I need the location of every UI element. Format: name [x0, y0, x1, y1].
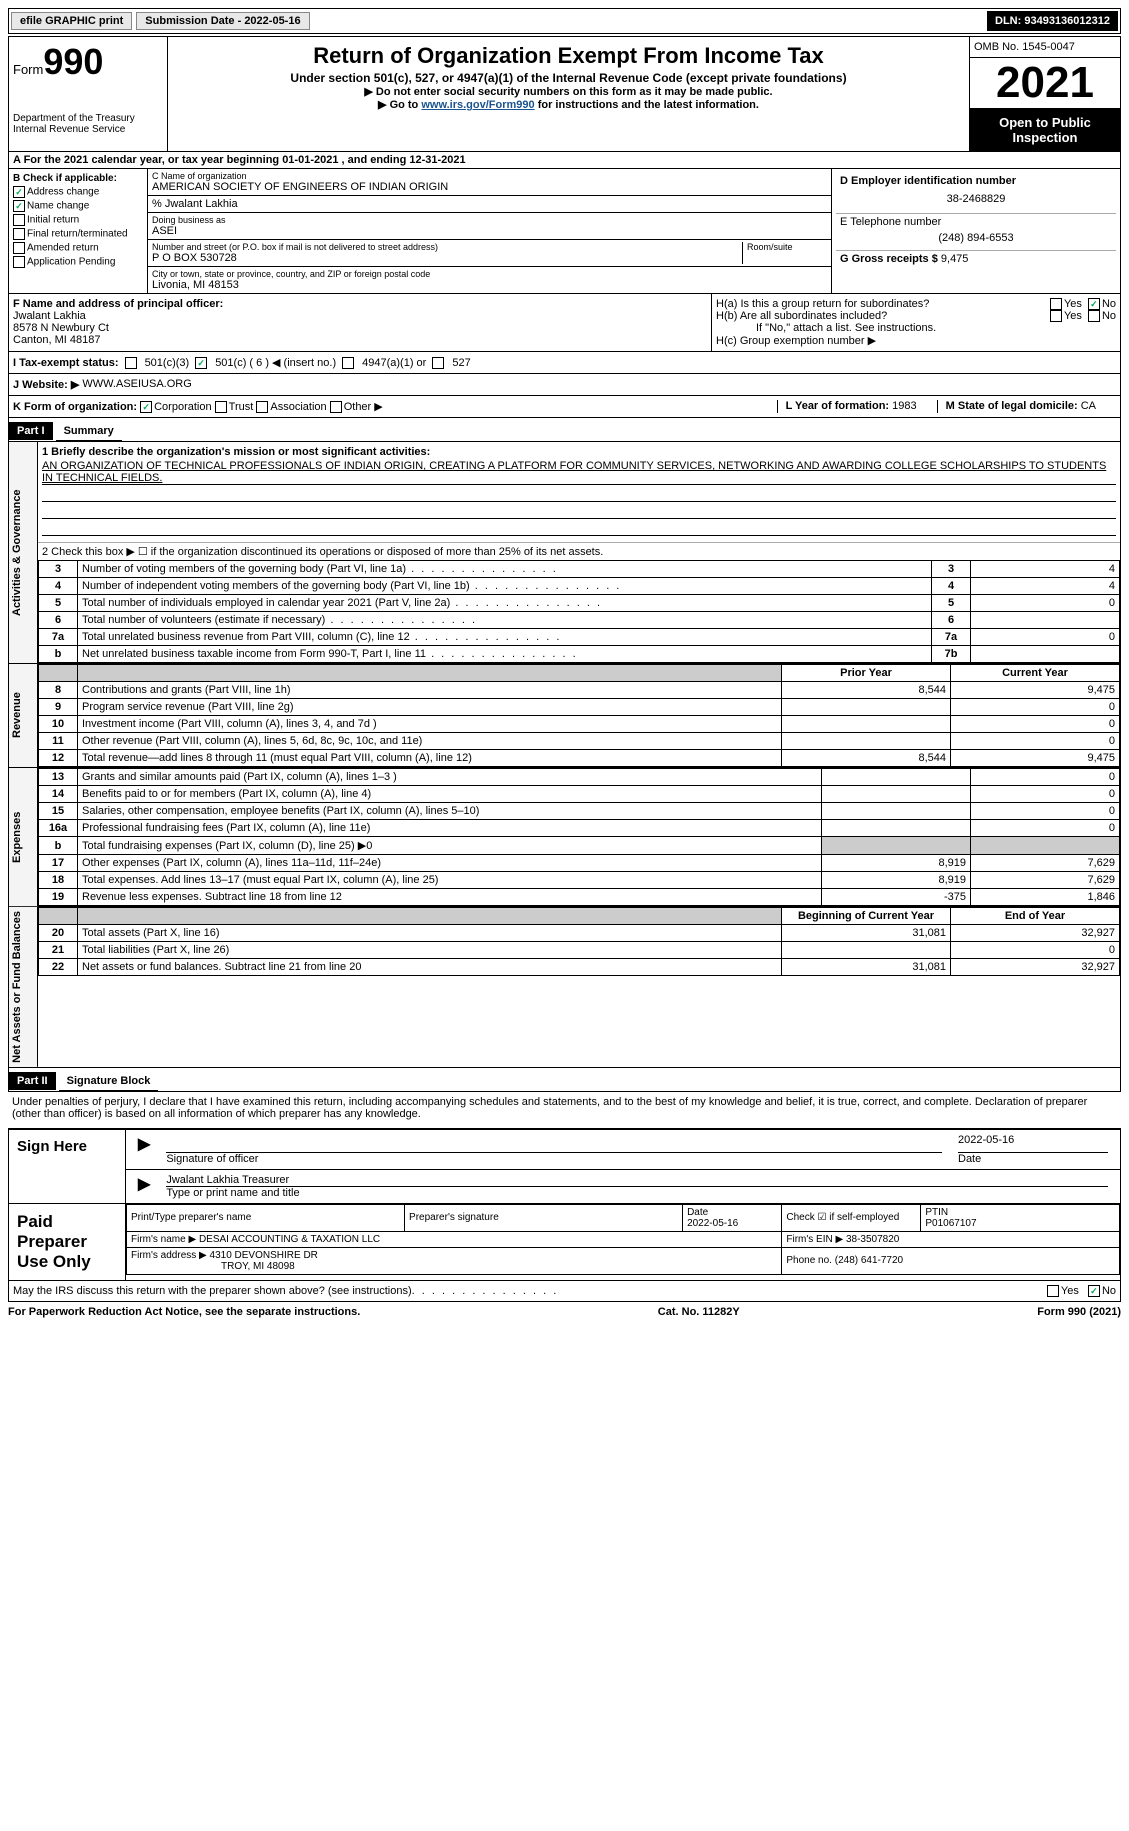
- tax-status-row: I Tax-exempt status: 501(c)(3) 501(c) ( …: [9, 351, 1120, 373]
- amended-checkbox[interactable]: [13, 242, 25, 254]
- arrow-icon: ▶: [130, 1132, 158, 1167]
- omb-number: OMB No. 1545-0047: [970, 37, 1120, 58]
- vert-revenue: Revenue: [9, 664, 38, 767]
- initial-return-checkbox[interactable]: [13, 214, 25, 226]
- ein: 38-2468829: [840, 187, 1112, 211]
- part2-header: Part II: [9, 1072, 56, 1090]
- efile-print-button[interactable]: efile GRAPHIC print: [11, 12, 132, 30]
- section-c: C Name of organizationAMERICAN SOCIETY O…: [148, 169, 832, 293]
- final-return-checkbox[interactable]: [13, 228, 25, 240]
- part2-title: Signature Block: [59, 1072, 159, 1091]
- firm-name: DESAI ACCOUNTING & TAXATION LLC: [199, 1234, 380, 1245]
- netassets-table: Beginning of Current YearEnd of Year20To…: [38, 907, 1120, 976]
- firm-ein: 38-3507820: [846, 1234, 899, 1245]
- revenue-table: Prior YearCurrent Year8Contributions and…: [38, 664, 1120, 767]
- preparer-table: Print/Type preparer's name Preparer's si…: [126, 1204, 1120, 1275]
- governance-table: 3Number of voting members of the governi…: [38, 560, 1120, 663]
- state-domicile: CA: [1081, 400, 1096, 412]
- trust-checkbox[interactable]: [215, 401, 227, 413]
- arrow-icon: ▶: [130, 1172, 158, 1201]
- org-name: AMERICAN SOCIETY OF ENGINEERS OF INDIAN …: [152, 181, 827, 193]
- addr-change-checkbox[interactable]: [13, 186, 25, 198]
- other-checkbox[interactable]: [330, 401, 342, 413]
- top-bar: efile GRAPHIC print Submission Date - 20…: [8, 8, 1121, 34]
- 527-checkbox[interactable]: [432, 357, 444, 369]
- phone: (248) 894-6553: [840, 228, 1112, 248]
- 501c6-checkbox[interactable]: [195, 357, 207, 369]
- may-no[interactable]: [1088, 1285, 1100, 1297]
- assoc-checkbox[interactable]: [256, 401, 268, 413]
- irs-label: Internal Revenue Service: [13, 124, 163, 135]
- street: P O BOX 530728: [152, 252, 742, 264]
- care-of: % Jwalant Lakhia: [148, 196, 831, 213]
- vert-netassets: Net Assets or Fund Balances: [9, 907, 38, 1067]
- dba: ASEI: [152, 225, 827, 237]
- vert-expenses: Expenses: [9, 768, 38, 906]
- corp-checkbox[interactable]: [140, 401, 152, 413]
- city: Livonia, MI 48153: [152, 279, 827, 291]
- section-a: A For the 2021 calendar year, or tax yea…: [9, 152, 1120, 169]
- tax-year: 2021: [970, 58, 1120, 109]
- note-ssn: ▶ Do not enter social security numbers o…: [172, 85, 965, 98]
- officer-addr1: 8578 N Newbury Ct: [13, 322, 707, 334]
- hb-no[interactable]: [1088, 310, 1100, 322]
- sign-here-label: Sign Here: [9, 1130, 126, 1203]
- expenses-table: 13Grants and similar amounts paid (Part …: [38, 768, 1120, 906]
- vert-governance: Activities & Governance: [9, 442, 38, 663]
- year-formation: 1983: [892, 400, 916, 412]
- mission-text: AN ORGANIZATION OF TECHNICAL PROFESSIONA…: [42, 460, 1116, 485]
- firm-phone: (248) 641-7720: [835, 1255, 903, 1266]
- paid-preparer-label: Paid Preparer Use Only: [9, 1204, 126, 1280]
- submission-date-button[interactable]: Submission Date - 2022-05-16: [136, 12, 309, 30]
- part1-header: Part I: [9, 422, 53, 440]
- section-b: B Check if applicable: Address change Na…: [9, 169, 148, 293]
- footer: For Paperwork Reduction Act Notice, see …: [8, 1302, 1121, 1322]
- form-subtitle: Under section 501(c), 527, or 4947(a)(1)…: [172, 71, 965, 85]
- officer-name: Jwalant Lakhia: [13, 310, 707, 322]
- 4947-checkbox[interactable]: [342, 357, 354, 369]
- hb-yes[interactable]: [1050, 310, 1062, 322]
- section-d: D Employer identification number38-24688…: [832, 169, 1120, 293]
- gross-receipts: 9,475: [941, 253, 969, 265]
- officer-name-title: Jwalant Lakhia Treasurer: [166, 1174, 1108, 1187]
- open-public-badge: Open to Public Inspection: [970, 109, 1120, 151]
- perjury-declaration: Under penalties of perjury, I declare th…: [8, 1092, 1121, 1124]
- form-title: Return of Organization Exempt From Incom…: [172, 43, 965, 69]
- form-label: Form990: [13, 41, 163, 83]
- name-change-checkbox[interactable]: [13, 200, 25, 212]
- pending-checkbox[interactable]: [13, 256, 25, 268]
- ha-yes[interactable]: [1050, 298, 1062, 310]
- part1-title: Summary: [56, 422, 122, 441]
- sign-date: 2022-05-16: [958, 1134, 1108, 1153]
- form-header: Form990 Department of the Treasury Inter…: [8, 36, 1121, 152]
- website: WWW.ASEIUSA.ORG: [82, 378, 191, 391]
- ha-no[interactable]: [1088, 298, 1100, 310]
- irs-link[interactable]: www.irs.gov/Form990: [421, 99, 534, 111]
- officer-addr2: Canton, MI 48187: [13, 334, 707, 346]
- note-link: ▶ Go to www.irs.gov/Form990 for instruct…: [172, 98, 965, 111]
- dept-label: Department of the Treasury: [13, 113, 163, 124]
- 501c3-checkbox[interactable]: [125, 357, 137, 369]
- may-yes[interactable]: [1047, 1285, 1059, 1297]
- dln-label: DLN: 93493136012312: [987, 11, 1118, 31]
